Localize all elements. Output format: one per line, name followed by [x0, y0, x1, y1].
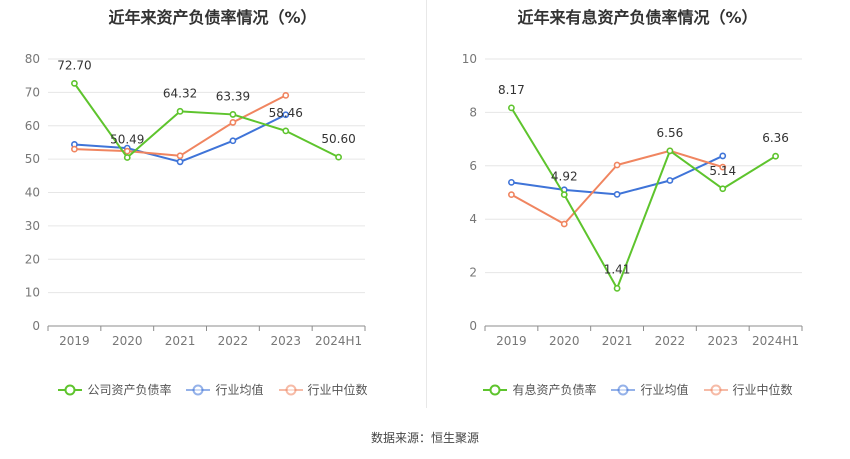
data-point — [719, 185, 727, 193]
data-label: 6.36 — [762, 131, 789, 145]
data-point — [666, 147, 674, 155]
data-label: 58.46 — [269, 106, 303, 120]
data-point — [71, 145, 78, 153]
x-tick-label: 2022 — [218, 334, 249, 348]
legend-marker-icon — [703, 384, 728, 395]
legend-marker-icon — [611, 384, 636, 395]
x-tick-label: 2021 — [165, 334, 196, 348]
legend-item[interactable]: 公司资产负债率 — [57, 381, 171, 398]
chart-title: 近年来资产负债率情况（%） — [108, 8, 317, 27]
legend-label: 行业均值 — [215, 383, 264, 397]
data-point — [613, 161, 621, 169]
data-point — [335, 153, 342, 161]
x-tick-label: 2023 — [270, 334, 301, 348]
panel-divider — [426, 0, 427, 408]
data-label: 5.14 — [709, 164, 736, 178]
legend-label: 公司资产负债率 — [87, 383, 172, 397]
y-tick-label: 0 — [32, 319, 40, 333]
legend-label: 行业中位数 — [732, 383, 793, 397]
x-tick-label: 2023 — [707, 334, 738, 348]
chart-legend: 公司资产负债率 行业均值 行业中位数 — [0, 381, 425, 398]
data-point — [229, 111, 237, 118]
data-label: 64.32 — [163, 86, 197, 100]
data-label: 50.49 — [110, 132, 144, 146]
series-line — [73, 82, 340, 159]
y-tick-label: 80 — [25, 52, 40, 66]
y-tick-label: 0 — [469, 319, 477, 333]
data-point — [508, 178, 515, 186]
x-tick-label: 2021 — [602, 334, 633, 348]
y-tick-label: 60 — [25, 119, 40, 133]
data-label: 8.17 — [498, 83, 525, 97]
legend-marker-icon — [58, 384, 83, 395]
asset-liability-chart: 0 10 20 30 40 50 60 70 80 2019 2020 2021 2022 2023 202… — [25, 52, 366, 348]
data-point — [666, 177, 674, 184]
chart-legend: 有息资产负债率 行业均值 行业中位数 — [425, 381, 850, 398]
data-point — [613, 284, 621, 292]
data-point — [176, 107, 184, 115]
data-label: 50.60 — [321, 132, 355, 146]
y-tick-label: 10 — [462, 52, 477, 66]
data-label: 1.41 — [604, 262, 631, 276]
data-point — [508, 191, 515, 199]
legend-item[interactable]: 行业均值 — [610, 381, 689, 398]
data-point — [719, 163, 727, 171]
data-label: 6.56 — [657, 126, 684, 140]
legend-marker-icon — [483, 384, 508, 395]
legend-marker-icon — [278, 384, 303, 395]
y-tick-label: 4 — [469, 212, 477, 226]
data-point — [176, 158, 184, 166]
y-tick-label: 8 — [469, 105, 477, 119]
data-point — [282, 127, 290, 135]
legend-item[interactable]: 行业中位数 — [703, 381, 793, 398]
y-tick-label: 10 — [25, 286, 40, 300]
data-point — [508, 104, 515, 112]
asset-liability-chart-panel: 近年来资产负债率情况（%） 0 10 20 30 40 50 60 70 80 2019 2020 2… — [0, 0, 425, 420]
interest-bearing-liability-chart-panel: 近年来有息资产负债率情况（%） 0 2 4 6 8 10 2019 2020 2021 2022 2… — [425, 0, 850, 420]
y-tick-label: 20 — [25, 252, 40, 266]
data-point — [123, 147, 131, 155]
data-label: 63.39 — [216, 89, 250, 103]
legend-label: 行业均值 — [640, 383, 689, 397]
legend-item[interactable]: 有息资产负债率 — [482, 381, 596, 398]
data-point — [560, 191, 568, 199]
x-tick-label: 2024H1 — [752, 334, 799, 348]
data-label: 4.92 — [551, 170, 578, 184]
x-tick-label: 2019 — [59, 334, 90, 348]
y-tick-label: 6 — [469, 159, 477, 173]
legend-label: 有息资产负债率 — [512, 383, 597, 397]
data-point — [229, 137, 237, 145]
y-tick-label: 30 — [25, 219, 40, 233]
x-tick-label: 2020 — [112, 334, 143, 348]
y-tick-label: 70 — [25, 85, 40, 99]
x-tick-label: 2019 — [496, 334, 527, 348]
data-point — [229, 119, 237, 126]
legend-label: 行业中位数 — [307, 383, 368, 397]
data-point — [560, 220, 568, 228]
x-tick-label: 2024H1 — [315, 334, 362, 348]
y-tick-label: 50 — [25, 152, 40, 166]
legend-marker-icon — [186, 384, 211, 395]
y-tick-label: 2 — [469, 266, 477, 280]
interest-bearing-liability-chart: 0 2 4 6 8 10 2019 2020 2021 2022 2023 2024H1 8.17 4.9… — [462, 52, 803, 348]
data-point — [123, 154, 131, 161]
y-tick-label: 40 — [25, 186, 40, 200]
data-point — [71, 79, 78, 87]
data-source-label: 数据来源：恒生聚源 — [370, 431, 479, 445]
x-tick-label: 2020 — [549, 334, 580, 348]
data-point — [772, 152, 779, 160]
data-point — [719, 152, 727, 160]
data-point — [282, 91, 290, 99]
data-label: 72.70 — [57, 58, 91, 72]
data-point — [282, 111, 290, 119]
series-line — [510, 107, 777, 290]
legend-item[interactable]: 行业中位数 — [278, 381, 368, 398]
data-point — [613, 190, 621, 198]
x-tick-label: 2022 — [655, 334, 686, 348]
legend-item[interactable]: 行业均值 — [185, 381, 264, 398]
chart-title: 近年来有息资产负债率情况（%） — [517, 8, 758, 27]
data-point — [176, 152, 184, 160]
